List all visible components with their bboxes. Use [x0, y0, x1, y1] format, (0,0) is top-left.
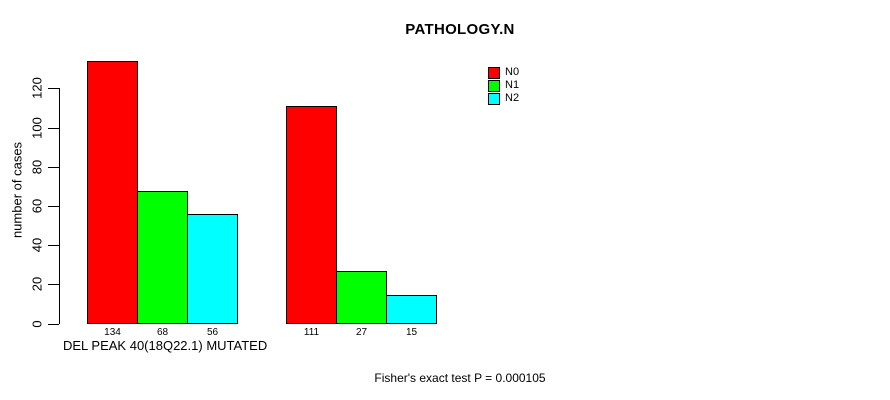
y-tick-label: 20 [29, 276, 45, 292]
y-tick-label: 60 [29, 198, 45, 214]
bar-value-label: 27 [355, 327, 368, 338]
x-axis-label: DEL PEAK 40(18Q22.1) MUTATED [63, 338, 268, 353]
legend-label: N1 [505, 79, 520, 91]
y-tick [48, 128, 59, 129]
legend: N0 N1 N2 [488, 66, 519, 105]
bar [87, 61, 138, 324]
bar [336, 271, 387, 324]
y-tick [48, 206, 59, 207]
legend-row: N1 [488, 79, 519, 92]
y-tick [48, 167, 59, 168]
y-tick-label: 80 [29, 159, 45, 175]
bar-value-label: 134 [104, 327, 121, 338]
legend-swatch [488, 66, 500, 79]
legend-row: N0 [488, 66, 519, 79]
y-axis-line [59, 88, 60, 324]
y-tick [48, 284, 59, 285]
bar [386, 295, 437, 324]
bar-value-label: 56 [206, 327, 219, 338]
y-tick [48, 324, 59, 325]
bar [286, 106, 337, 324]
legend-swatch [488, 79, 500, 92]
legend-label: N0 [505, 66, 520, 78]
y-tick [48, 245, 59, 246]
bar-value-label: 68 [156, 327, 169, 338]
y-tick-label: 40 [29, 237, 45, 253]
y-tick-label: 120 [29, 77, 45, 99]
y-tick-label: 100 [29, 117, 45, 139]
bar-value-label: 15 [405, 327, 418, 338]
legend-swatch [488, 92, 500, 105]
legend-label: N2 [505, 92, 520, 104]
bar [187, 214, 238, 324]
chart-title: PATHOLOGY.N [405, 21, 515, 38]
y-tick [48, 88, 59, 89]
bar-value-label: 111 [303, 327, 320, 338]
bar [137, 191, 188, 324]
legend-row: N2 [488, 92, 519, 105]
y-tick-label: 0 [29, 320, 45, 328]
footer-annotation: Fisher's exact test P = 0.000105 [374, 371, 546, 385]
